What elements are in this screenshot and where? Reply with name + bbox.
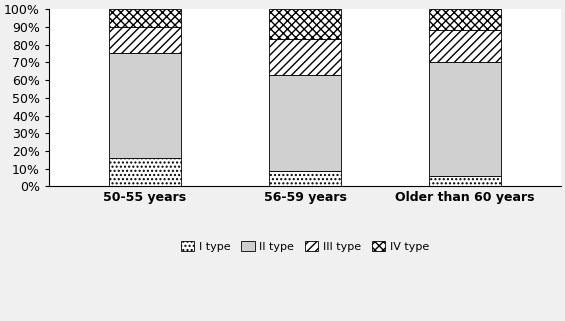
- Bar: [109, 54, 181, 158]
- Legend: I type, II type, III type, IV type: I type, II type, III type, IV type: [177, 238, 432, 256]
- Bar: [429, 30, 501, 62]
- Bar: [269, 75, 341, 170]
- Bar: [429, 62, 501, 176]
- Bar: [109, 27, 181, 54]
- Bar: [429, 176, 501, 187]
- Bar: [109, 158, 181, 187]
- Bar: [269, 39, 341, 75]
- Bar: [429, 9, 501, 30]
- Bar: [269, 9, 341, 39]
- Bar: [109, 9, 181, 27]
- Bar: [269, 170, 341, 187]
